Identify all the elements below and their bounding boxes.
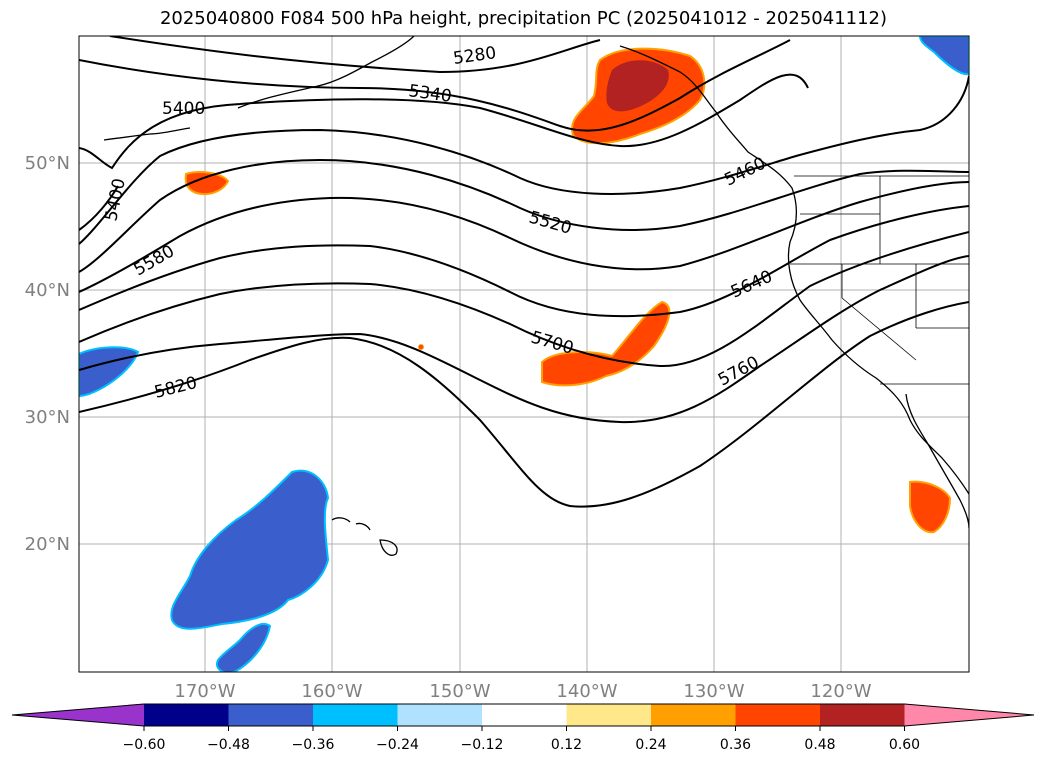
precip-area-central (541, 300, 671, 387)
contour-line-5400-b (79, 185, 119, 231)
colorbar-segment-1 (144, 704, 229, 726)
coastlines (103, 36, 969, 556)
coastline-northamerica (619, 45, 969, 495)
colorbar-label-8: 0.48 (804, 737, 835, 753)
coastline-aleutians (103, 127, 191, 141)
colorbar-label-9: 0.60 (889, 737, 920, 753)
map-frame (78, 35, 970, 673)
lon-label-130w: 130°W (683, 681, 744, 702)
lat-label-20n: 20°N (25, 534, 70, 555)
colorbar-label-5: 0.12 (551, 737, 582, 753)
lon-label-150w: 150°W (429, 681, 490, 702)
border-state-6 (841, 297, 917, 361)
contour-line-5340 (79, 39, 791, 132)
colorbar-label-4: −0.12 (461, 737, 504, 753)
precip-area-west (184, 171, 230, 196)
latitude-labels: 50°N 40°N 30°N 20°N (25, 153, 70, 555)
contour-line-5280 (109, 36, 601, 74)
colorbar-segment-7 (651, 704, 736, 726)
colorbar-segment-6 (566, 704, 651, 726)
colorbar-label-3: −0.24 (376, 737, 419, 753)
precip-area-baja (909, 480, 952, 534)
colorbar-extend-low (12, 704, 144, 726)
colorbar: −0.60 −0.48 −0.36 −0.24 −0.12 0.12 0.24 … (11, 703, 1035, 753)
contour-label-5400: 5400 (162, 99, 205, 119)
lon-label-120w: 120°W (810, 681, 871, 702)
precip-positive-areas (184, 47, 952, 534)
colorbar-segment-2 (228, 704, 313, 726)
contour-line-5760 (79, 255, 969, 424)
longitude-labels: 170°W 160°W 150°W 140°W 130°W 120°W (174, 681, 871, 702)
colorbar-label-1: −0.48 (207, 737, 250, 753)
coastline-hawaii (331, 517, 398, 556)
colorbar-extend-high (904, 704, 1034, 726)
lon-label-140w: 140°W (556, 681, 617, 702)
precip-area-southwest (216, 622, 272, 672)
height-contours (79, 36, 969, 508)
graticule (79, 36, 969, 672)
colorbar-segment-3 (313, 704, 398, 726)
lon-label-170w: 170°W (174, 681, 235, 702)
lat-label-40n: 40°N (25, 280, 70, 301)
coastline-baja (905, 393, 969, 529)
contour-line-5640 (79, 205, 969, 318)
precip-area-northeast (918, 36, 969, 76)
colorbar-segment-5 (482, 704, 567, 726)
map-title: 2025040800 F084 500 hPa height, precipit… (159, 8, 888, 29)
colorbar-segment-4 (397, 704, 482, 726)
colorbar-label-2: −0.36 (292, 737, 335, 753)
colorbar-label-6: 0.24 (635, 737, 666, 753)
contour-line-5400 (79, 73, 809, 170)
contour-line-5520 (79, 158, 969, 273)
contour-line-5460 (79, 75, 969, 245)
lat-label-50n: 50°N (25, 153, 70, 174)
lon-label-160w: 160°W (301, 681, 362, 702)
colorbar-ticks (143, 726, 905, 731)
colorbar-segment-9 (820, 704, 905, 726)
colorbar-segment-8 (735, 704, 820, 726)
contour-line-5700 (79, 231, 969, 368)
contour-line-5580 (79, 181, 969, 293)
precip-area-hawaii-west (170, 469, 330, 630)
colorbar-label-7: 0.36 (720, 737, 751, 753)
lat-label-30n: 30°N (25, 407, 70, 428)
precip-dot (418, 344, 424, 350)
precip-area-alaska-core (606, 60, 669, 112)
coastline-alaska (237, 36, 415, 109)
colorbar-label-0: −0.60 (123, 737, 166, 753)
contour-line-5820 (79, 301, 969, 508)
